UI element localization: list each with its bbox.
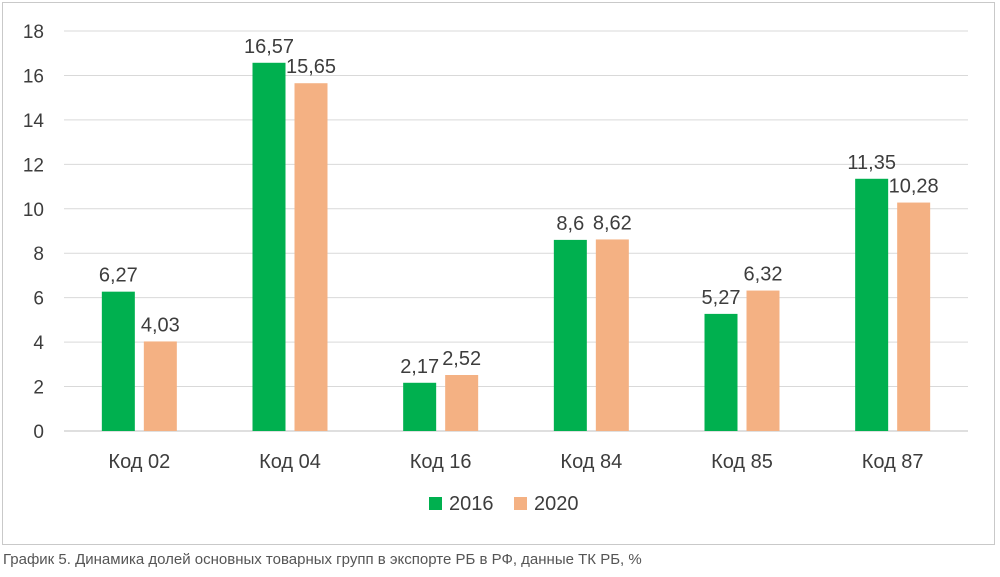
data-label: 8,6 [556,213,584,235]
y-tick-label: 12 [23,155,44,176]
data-label: 15,65 [286,56,336,78]
legend-label: 2020 [534,493,579,515]
bar [553,239,587,431]
data-label: 11,35 [847,152,896,174]
bar [252,62,286,432]
bar [101,291,135,431]
x-tick-label: Код 02 [108,451,170,473]
y-tick-label: 18 [23,22,44,43]
bar [897,202,931,431]
x-tick-label: Код 84 [560,451,622,473]
legend-swatch [514,497,527,510]
data-label: 6,27 [99,265,138,287]
data-label: 16,57 [244,36,294,58]
chart-caption: График 5. Динамика долей основных товарн… [3,551,642,568]
x-tick-label: Код 16 [410,451,472,473]
data-label: 10,28 [889,176,939,198]
data-label: 4,03 [141,314,180,336]
y-tick-label: 2 [33,378,44,399]
x-tick-label: Код 87 [862,451,924,473]
bar [595,239,629,431]
data-label: 5,27 [702,287,741,309]
legend-swatch [429,497,442,510]
x-tick-label: Код 85 [711,451,773,473]
bar [143,341,177,431]
data-label: 6,32 [744,264,783,286]
data-label: 2,17 [400,356,439,378]
data-label: 8,62 [593,212,632,234]
data-label: 2,52 [442,348,481,370]
bar [403,382,437,431]
bar [746,290,780,431]
x-tick-label: Код 04 [259,451,321,473]
y-tick-label: 10 [23,200,44,221]
y-tick-label: 4 [33,333,44,354]
legend-label: 2016 [449,493,494,515]
y-tick-label: 14 [23,111,45,132]
y-tick-label: 6 [33,289,44,310]
chart-frame [2,2,995,545]
bar [445,375,479,431]
bar [704,313,738,431]
y-tick-label: 0 [33,422,44,443]
bar [294,83,328,431]
bar [855,178,889,431]
y-tick-label: 8 [33,244,44,265]
y-tick-label: 16 [23,66,44,87]
